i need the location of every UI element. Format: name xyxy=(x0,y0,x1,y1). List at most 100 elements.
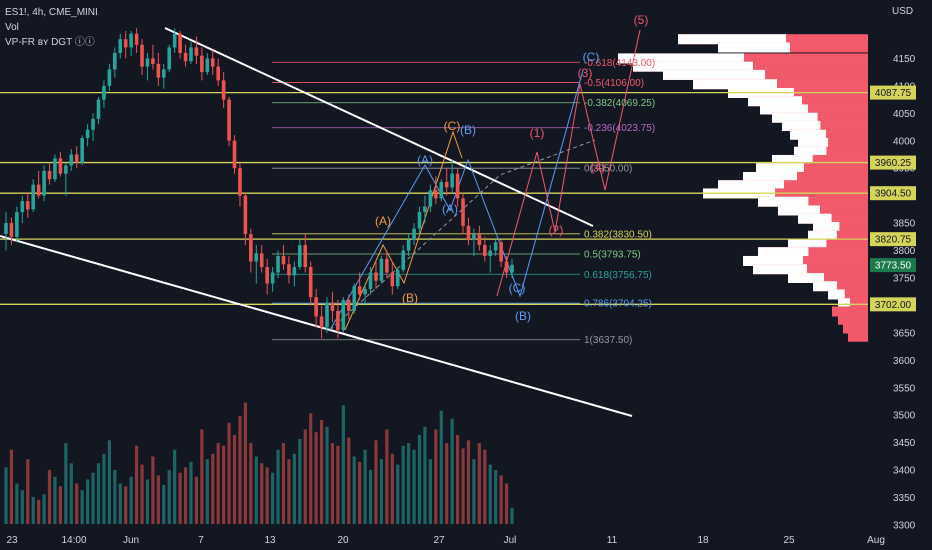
price-level-tag[interactable] xyxy=(870,297,916,312)
candle-body[interactable] xyxy=(47,170,52,180)
price-level-tag[interactable] xyxy=(870,155,916,170)
candle-body[interactable] xyxy=(308,267,313,298)
candle-body[interactable] xyxy=(58,158,63,174)
candle-body[interactable] xyxy=(140,44,144,67)
candle-body[interactable] xyxy=(42,170,46,196)
candle-body[interactable] xyxy=(423,206,427,213)
candle-body[interactable] xyxy=(118,39,123,53)
volume-indicator-label[interactable]: Vol xyxy=(5,22,19,33)
candle-body[interactable] xyxy=(428,190,433,207)
candle-body[interactable] xyxy=(292,267,297,276)
candle-body[interactable] xyxy=(210,58,215,67)
candle-body[interactable] xyxy=(325,302,329,328)
candle-body[interactable] xyxy=(488,250,493,257)
candle-body[interactable] xyxy=(281,256,286,265)
candle-body[interactable] xyxy=(123,39,128,48)
price-level-tag[interactable] xyxy=(870,186,916,201)
candle-body[interactable] xyxy=(151,58,155,64)
candle-body[interactable] xyxy=(129,33,133,48)
candle-body[interactable] xyxy=(374,272,378,281)
candle-body[interactable] xyxy=(113,52,117,70)
candle-body[interactable] xyxy=(227,99,231,141)
candle-body[interactable] xyxy=(363,288,367,295)
candle-body[interactable] xyxy=(314,297,318,317)
red-impulse-wave[interactable] xyxy=(496,29,641,297)
candle-body[interactable] xyxy=(91,118,95,130)
candle-body[interactable] xyxy=(265,267,269,284)
candle-body[interactable] xyxy=(276,256,280,273)
candle-body[interactable] xyxy=(477,234,482,246)
candle-body[interactable] xyxy=(352,286,357,311)
candle-body[interactable] xyxy=(172,33,177,48)
candle-body[interactable] xyxy=(287,264,291,276)
candle-body[interactable] xyxy=(493,242,498,251)
candle-body[interactable] xyxy=(36,184,41,196)
candle-body[interactable] xyxy=(189,47,193,62)
candle-body[interactable] xyxy=(357,286,362,295)
candle-body[interactable] xyxy=(439,181,444,199)
candle-body[interactable] xyxy=(249,234,253,262)
candle-body[interactable] xyxy=(145,58,150,67)
candle-body[interactable] xyxy=(200,55,204,73)
candle-body[interactable] xyxy=(434,190,438,199)
upper-channel-trendline[interactable] xyxy=(164,27,594,227)
candle-body[interactable] xyxy=(303,245,308,268)
candle-body[interactable] xyxy=(64,165,68,174)
candle-body[interactable] xyxy=(69,154,74,166)
candle-body[interactable] xyxy=(298,245,302,268)
candle-body[interactable] xyxy=(472,234,476,240)
candle-body[interactable] xyxy=(107,69,112,86)
candle-body[interactable] xyxy=(4,223,8,235)
candle-body[interactable] xyxy=(96,99,101,119)
price-level-tag[interactable] xyxy=(870,232,916,247)
candle-body[interactable] xyxy=(15,212,19,237)
candle-body[interactable] xyxy=(336,310,340,331)
candle-body[interactable] xyxy=(346,299,351,311)
candle-body[interactable] xyxy=(9,223,14,237)
candle-body[interactable] xyxy=(341,299,346,331)
candle-body[interactable] xyxy=(270,272,275,284)
candle-body[interactable] xyxy=(412,228,416,240)
candle-body[interactable] xyxy=(395,269,400,287)
candle-body[interactable] xyxy=(455,173,460,199)
blue-abc-wave[interactable] xyxy=(329,69,584,331)
candle-body[interactable] xyxy=(102,85,106,100)
candle-body[interactable] xyxy=(25,201,30,210)
candle-body[interactable] xyxy=(368,272,373,289)
candle-body[interactable] xyxy=(504,261,509,273)
candle-body[interactable] xyxy=(205,58,210,73)
candle-body[interactable] xyxy=(74,154,79,163)
candle-body[interactable] xyxy=(31,184,36,210)
candle-body[interactable] xyxy=(85,129,90,139)
candle-body[interactable] xyxy=(167,47,172,70)
candle-body[interactable] xyxy=(385,258,389,273)
candle-body[interactable] xyxy=(379,258,384,281)
candle-body[interactable] xyxy=(238,168,242,196)
candle-body[interactable] xyxy=(156,63,161,78)
candle-body[interactable] xyxy=(417,212,422,229)
candle-body[interactable] xyxy=(216,66,220,81)
candle-body[interactable] xyxy=(53,158,57,180)
candle-body[interactable] xyxy=(450,173,454,188)
dashed-projection-line[interactable] xyxy=(329,139,596,331)
candle-body[interactable] xyxy=(232,140,237,169)
current-price-tag[interactable] xyxy=(870,258,916,273)
candle-body[interactable] xyxy=(330,302,335,311)
price-level-tag[interactable] xyxy=(870,85,916,100)
candle-body[interactable] xyxy=(243,195,248,235)
candle-body[interactable] xyxy=(510,264,514,273)
candle-body[interactable] xyxy=(259,253,264,268)
candle-body[interactable] xyxy=(406,239,411,251)
candle-body[interactable] xyxy=(482,245,487,257)
candle-body[interactable] xyxy=(221,80,226,100)
candle-body[interactable] xyxy=(20,201,25,213)
candle-body[interactable] xyxy=(466,225,471,240)
candle-body[interactable] xyxy=(401,250,405,270)
candle-body[interactable] xyxy=(183,52,188,62)
candle-body[interactable] xyxy=(178,33,182,53)
candle-body[interactable] xyxy=(319,316,324,328)
symbol-title[interactable]: ES1!, 4h, CME_MINI xyxy=(5,7,98,18)
candle-body[interactable] xyxy=(194,47,199,56)
candle-body[interactable] xyxy=(461,198,465,226)
